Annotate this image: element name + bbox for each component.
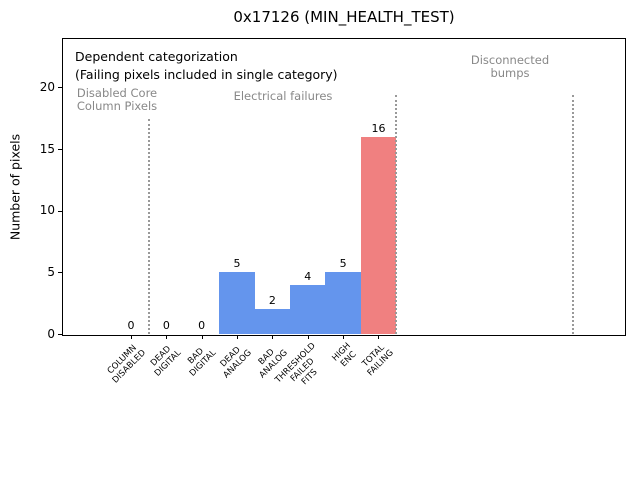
y-axis-tick-label: 15 xyxy=(39,141,55,156)
bar xyxy=(360,136,397,334)
x-axis-tick xyxy=(201,335,203,339)
region-label-disconnected-bumps: Disconnected bumps xyxy=(470,53,550,80)
x-axis-tick xyxy=(343,335,345,339)
y-axis-tick xyxy=(58,272,62,274)
y-axis-tick xyxy=(58,87,62,89)
region-divider-line xyxy=(395,95,398,334)
bar xyxy=(219,272,255,334)
x-axis-tick-label: COLUMN DISABLED xyxy=(105,343,149,386)
chart-title: 0x17126 (MIN_HEALTH_TEST) xyxy=(233,8,455,26)
bar-value-label: 0 xyxy=(162,319,170,332)
x-axis-tick-label: DEAD DIGITAL xyxy=(148,344,184,379)
y-axis-tick-label: 10 xyxy=(39,203,55,218)
x-axis-tick xyxy=(378,335,380,339)
y-axis-tick-label: 5 xyxy=(47,264,55,279)
bar-value-label: 16 xyxy=(371,121,386,135)
y-axis-tick xyxy=(58,334,62,335)
y-axis-tick-label: 20 xyxy=(39,79,55,94)
bar xyxy=(290,284,326,334)
region-divider-line xyxy=(571,95,574,334)
bar-value-label: 4 xyxy=(304,269,312,283)
region-label-electrical-failures: Electrical failures xyxy=(233,89,333,103)
bar xyxy=(325,272,361,334)
failing-pixels-note: (Failing pixels included in single categ… xyxy=(75,67,338,82)
region-divider-line xyxy=(147,119,150,334)
region-label-disabled-core: Disabled Core Column Pixels xyxy=(76,86,158,113)
x-axis-tick xyxy=(166,335,168,339)
dependent-categorization-note: Dependent categorization xyxy=(75,49,238,64)
x-axis-tick-label: TOTAL FAILING xyxy=(360,342,396,379)
bar-value-label: 0 xyxy=(127,319,135,332)
x-axis-tick-label: HIGH ENC xyxy=(330,341,359,370)
x-axis-tick xyxy=(237,335,239,339)
x-axis-tick xyxy=(272,335,274,339)
bar-value-label: 5 xyxy=(233,257,241,271)
x-axis-tick xyxy=(130,335,132,339)
bar xyxy=(254,309,291,334)
x-axis-tick xyxy=(307,335,309,339)
y-axis-tick xyxy=(58,149,62,150)
bar-value-label: 5 xyxy=(339,257,347,271)
x-axis-tick-label: BAD DIGITAL xyxy=(186,346,219,379)
y-axis-tick-label: 0 xyxy=(47,326,55,341)
x-axis-tick-label: DEAD ANALOG xyxy=(218,345,255,381)
bar-value-label: 0 xyxy=(198,319,206,332)
y-axis-tick xyxy=(58,210,62,212)
bar-value-label: 2 xyxy=(268,294,276,308)
